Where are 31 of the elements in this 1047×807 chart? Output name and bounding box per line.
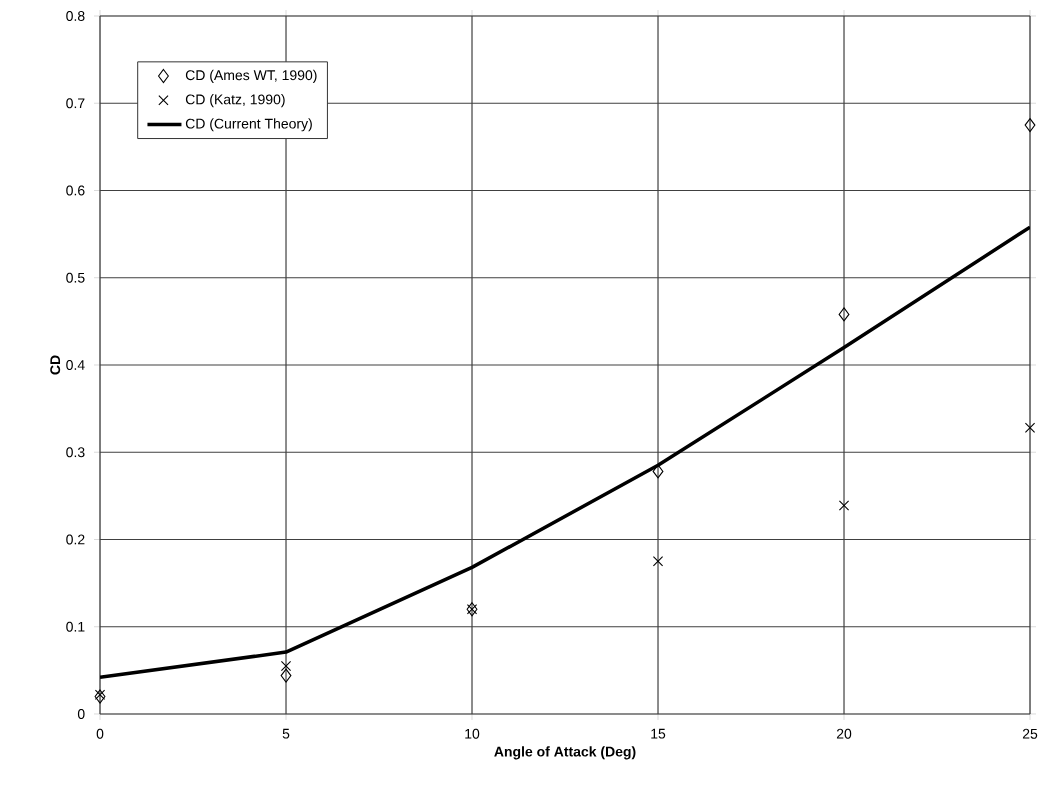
x-tick-label: 0 — [96, 728, 104, 739]
point — [94, 689, 106, 704]
y-tick-label: 0.6 — [66, 185, 85, 196]
point — [838, 307, 850, 322]
y-tick-label: 0.8 — [66, 11, 85, 21]
point — [94, 689, 106, 700]
y-tick-label: 0 — [77, 709, 85, 719]
y-tick-label: 0.1 — [66, 621, 85, 632]
point — [280, 668, 292, 683]
point — [652, 464, 664, 479]
legend-label: CD (Ames WT, 1990) — [185, 69, 317, 83]
point — [280, 660, 292, 672]
y-tick-label: 0.5 — [66, 272, 85, 283]
point — [652, 556, 664, 567]
point — [1024, 422, 1036, 433]
legend-label: CD (Katz, 1990) — [185, 94, 285, 108]
x-axis-title: Angle of Attack (Deg) — [494, 746, 636, 760]
point — [838, 500, 850, 511]
y-tick-label: 0.4 — [66, 360, 85, 370]
x-tick-label: 25 — [1022, 728, 1038, 739]
y-tick-label: 0.3 — [66, 447, 85, 458]
x-tick-label: 20 — [836, 728, 852, 739]
y-tick-label: 0.2 — [66, 534, 85, 545]
y-axis-title: CD — [50, 355, 61, 375]
x-tick-label: 15 — [651, 728, 666, 739]
legend-label: CD (Current Theory) — [185, 118, 312, 132]
line-series — [100, 225, 1031, 680]
x-tick-label: 5 — [282, 728, 290, 739]
y-tick-label: 0.7 — [66, 98, 85, 109]
x-tick-label: 10 — [465, 728, 480, 739]
point — [1024, 118, 1036, 133]
